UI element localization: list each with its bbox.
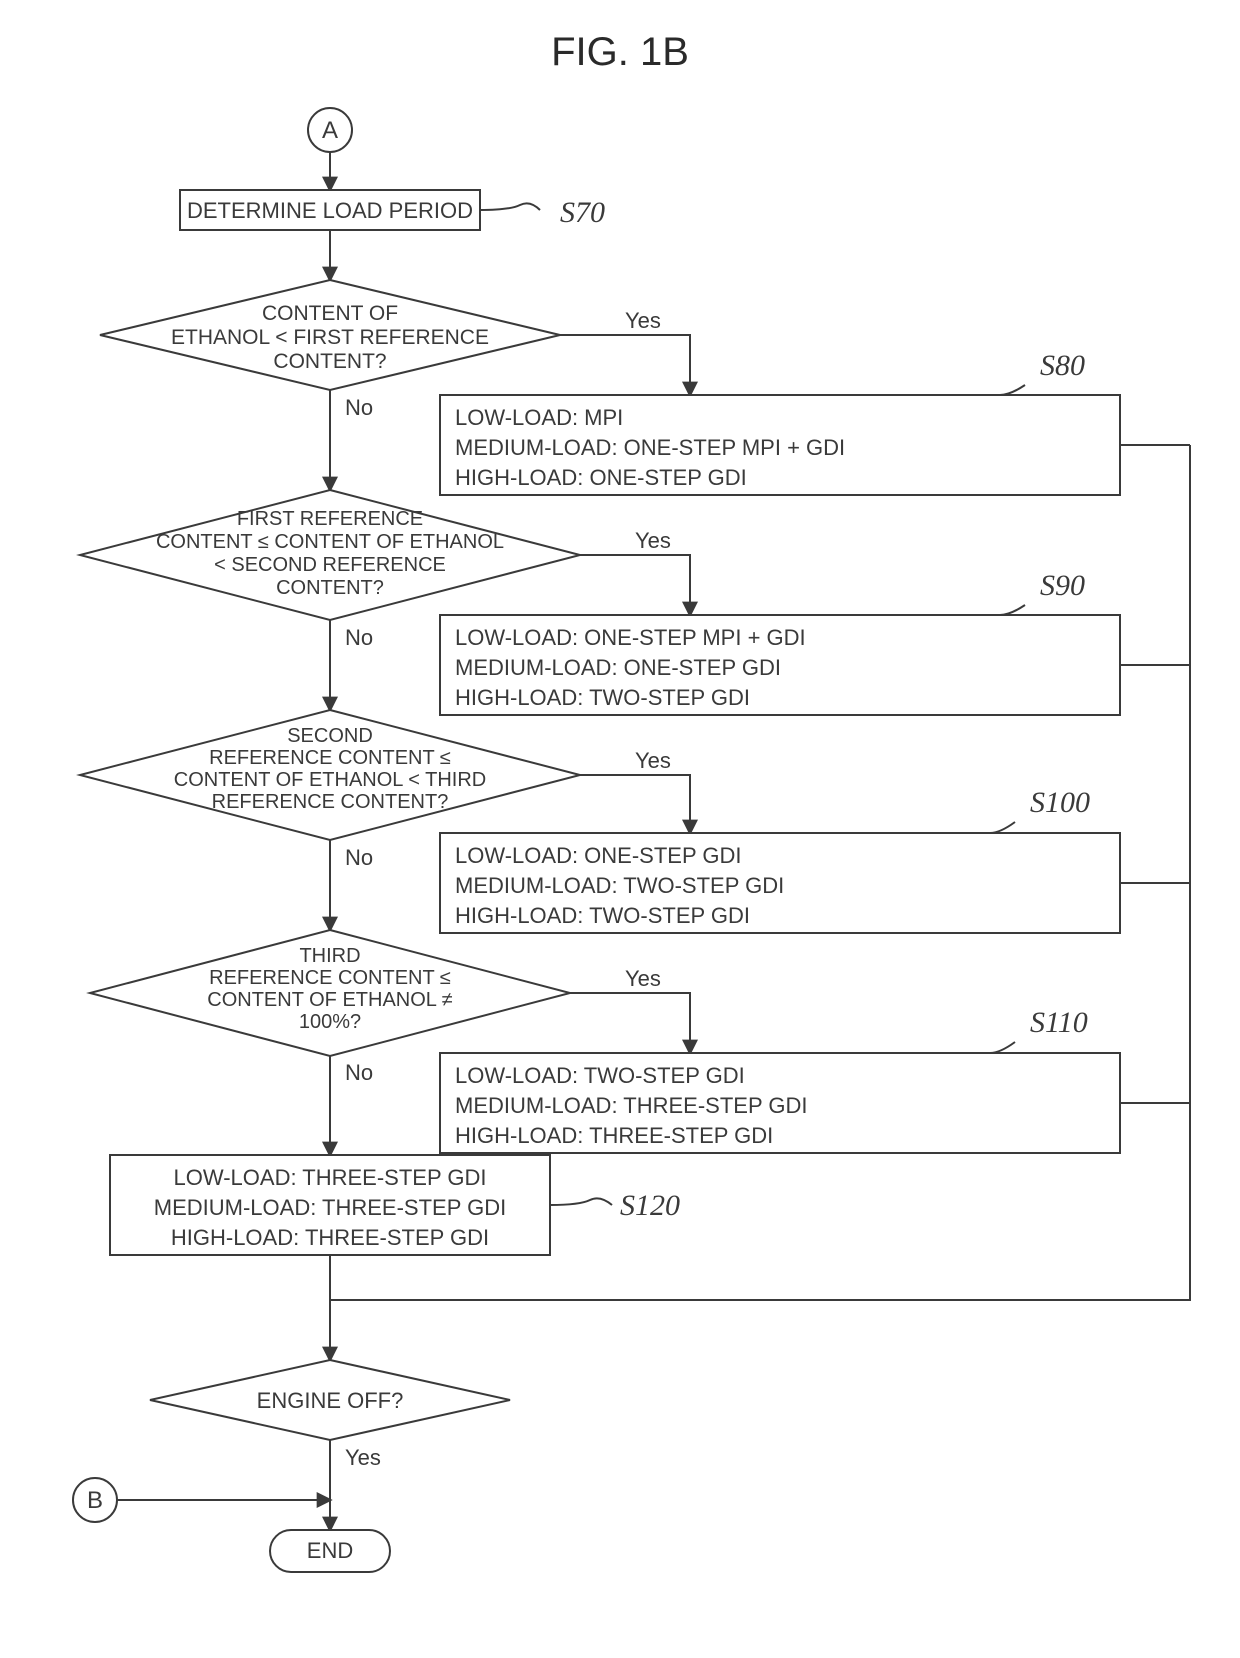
dec1-yes: Yes: [625, 308, 661, 333]
ref-s70: S70: [560, 196, 605, 229]
dec1-l3: CONTENT?: [273, 350, 386, 373]
figure-title: FIG. 1B: [551, 30, 689, 74]
dec3-l2: REFERENCE CONTENT ≤: [209, 747, 451, 769]
s120-l3: HIGH-LOAD: THREE-STEP GDI: [171, 1225, 489, 1250]
dec2-l4: CONTENT?: [276, 577, 384, 599]
dec4-no: No: [345, 1060, 373, 1085]
ref-s110: S110: [1030, 1006, 1088, 1039]
dec2-no: No: [345, 625, 373, 650]
s100-l2: MEDIUM-LOAD: TWO-STEP GDI: [455, 873, 784, 898]
dec4-l4: 100%?: [299, 1011, 361, 1033]
s110-l3: HIGH-LOAD: THREE-STEP GDI: [455, 1123, 773, 1148]
s120-l2: MEDIUM-LOAD: THREE-STEP GDI: [154, 1195, 506, 1220]
flowchart: FIG. 1B A DETERMINE LOAD PERIOD S70 CONT…: [0, 0, 1240, 1658]
dec4-l2: REFERENCE CONTENT ≤: [209, 967, 451, 989]
s110-l2: MEDIUM-LOAD: THREE-STEP GDI: [455, 1093, 807, 1118]
box-s70-text: DETERMINE LOAD PERIOD: [187, 198, 473, 223]
dec2-yes: Yes: [635, 528, 671, 553]
s90-l1: LOW-LOAD: ONE-STEP MPI + GDI: [455, 625, 806, 650]
dec4-yes: Yes: [625, 966, 661, 991]
s80-l2: MEDIUM-LOAD: ONE-STEP MPI + GDI: [455, 435, 845, 460]
connector-b-label: B: [87, 1487, 103, 1514]
end-label: END: [307, 1538, 353, 1563]
dec4-l3: CONTENT OF ETHANOL ≠: [207, 989, 452, 1011]
ref-s90: S90: [1040, 569, 1085, 602]
s90-l3: HIGH-LOAD: TWO-STEP GDI: [455, 685, 750, 710]
dec3-no: No: [345, 845, 373, 870]
dec5-yes: Yes: [345, 1445, 381, 1470]
s110-l1: LOW-LOAD: TWO-STEP GDI: [455, 1063, 745, 1088]
dec1-no: No: [345, 395, 373, 420]
dec3-l3: CONTENT OF ETHANOL < THIRD: [174, 769, 486, 791]
ref-s120: S120: [620, 1189, 680, 1222]
s120-l1: LOW-LOAD: THREE-STEP GDI: [174, 1165, 487, 1190]
s80-l3: HIGH-LOAD: ONE-STEP GDI: [455, 465, 747, 490]
dec3-l4: REFERENCE CONTENT?: [212, 791, 449, 813]
dec3-yes: Yes: [635, 748, 671, 773]
dec1-l1: CONTENT OF: [262, 302, 398, 325]
dec2-l3: < SECOND REFERENCE: [214, 554, 446, 576]
dec1-l2: ETHANOL < FIRST REFERENCE: [171, 326, 489, 349]
dec3-l1: SECOND: [287, 725, 373, 747]
connector-a-label: A: [322, 117, 338, 144]
s100-l3: HIGH-LOAD: TWO-STEP GDI: [455, 903, 750, 928]
ref-s100: S100: [1030, 786, 1090, 819]
s80-l1: LOW-LOAD: MPI: [455, 405, 623, 430]
ref-s80: S80: [1040, 349, 1085, 382]
dec5-text: ENGINE OFF?: [257, 1388, 404, 1413]
s100-l1: LOW-LOAD: ONE-STEP GDI: [455, 843, 741, 868]
dec2-l1: FIRST REFERENCE: [237, 508, 423, 530]
s90-l2: MEDIUM-LOAD: ONE-STEP GDI: [455, 655, 781, 680]
dec4-l1: THIRD: [299, 945, 360, 967]
dec2-l2: CONTENT ≤ CONTENT OF ETHANOL: [156, 531, 504, 553]
